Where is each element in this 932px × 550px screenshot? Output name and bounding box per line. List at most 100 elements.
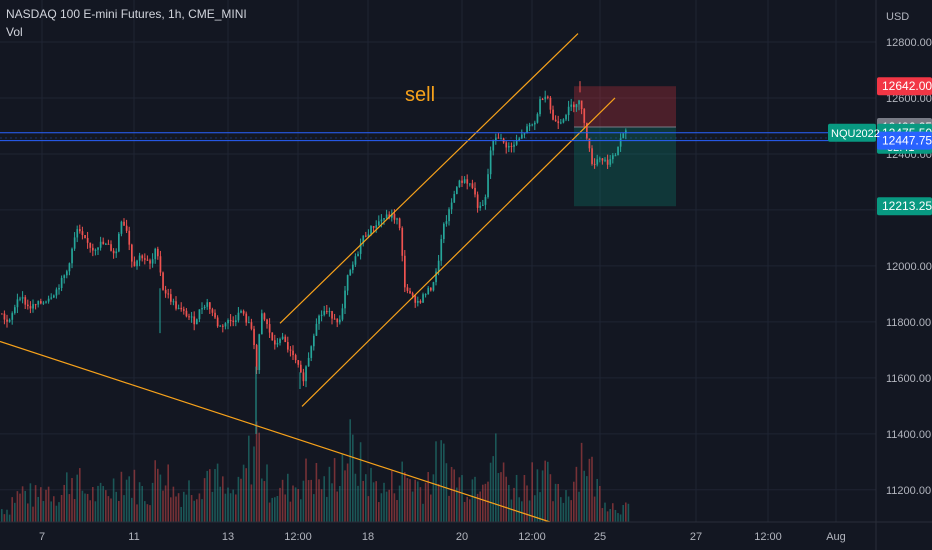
trend-drawings[interactable] (0, 33, 616, 523)
volume-bar (71, 478, 73, 522)
candle-down (474, 187, 476, 195)
volume-bar (146, 504, 149, 522)
candle-down (255, 345, 258, 371)
candle-down (214, 312, 216, 318)
volume-bar (471, 479, 474, 522)
volume-bar (458, 477, 461, 522)
price-scale[interactable]: 11200.00 11400.00 11600.00 11800.00 12000.00… (828, 0, 932, 550)
volume-bar (27, 503, 29, 522)
volume-bar (362, 480, 364, 522)
volume-bar (606, 511, 609, 522)
volume-bar (222, 476, 224, 522)
candle-down (557, 121, 560, 124)
candle-up (463, 179, 466, 183)
volume-bar (396, 500, 398, 522)
volume-bar (534, 495, 536, 522)
symbol-badge-label: NQU2022 (831, 128, 880, 140)
volume-bar (276, 495, 279, 522)
candle-up (323, 311, 326, 315)
candle-down (6, 319, 8, 322)
volume-bar (32, 506, 34, 522)
candle-up (71, 248, 73, 264)
candle-up (19, 298, 21, 300)
candle-up (445, 221, 448, 224)
volume-bar (609, 508, 611, 522)
volume-bar (99, 482, 102, 522)
volume-bar (580, 442, 583, 522)
volume-bar (567, 496, 570, 522)
volume-bar (617, 513, 619, 522)
time-tick-label: 12:00 (518, 531, 546, 543)
candle-down (3, 313, 6, 320)
candle-up (120, 221, 123, 234)
candle-down (222, 325, 224, 327)
time-tick-label: 13 (222, 531, 234, 543)
volume-bar (214, 469, 216, 522)
price-badge[interactable] (877, 77, 932, 96)
candle-up (14, 307, 16, 314)
candle-down (266, 319, 268, 325)
volume-bar (352, 434, 354, 522)
volume-bar (305, 458, 307, 522)
candle-down (263, 313, 266, 320)
volume-bar (372, 482, 375, 522)
candle-up (534, 122, 536, 125)
volume-bar (229, 493, 232, 522)
volume-bar (209, 469, 211, 522)
volume-bar (560, 497, 562, 522)
sell-annotation[interactable]: sell (405, 84, 435, 106)
volume-bar (198, 493, 201, 522)
symbol-title[interactable]: NASDAQ 100 E-mini Futures, 1h, CME_MINI (6, 7, 247, 21)
volume-bar (167, 464, 169, 522)
volume-bar (89, 500, 91, 522)
candle-down (414, 295, 417, 303)
price-badge[interactable] (877, 197, 932, 216)
candle-up (318, 315, 320, 324)
time-scale[interactable]: 7 11 13 12:00 18 20 12:00 25 27 12:00 Aug (0, 521, 932, 543)
volume-bar (404, 472, 406, 522)
horizontal-lines[interactable] (0, 132, 876, 142)
long-support[interactable] (0, 340, 551, 523)
candle-down (141, 255, 144, 259)
time-tick-label: 18 (362, 531, 374, 543)
candle-down (404, 255, 406, 288)
candle-up (575, 104, 578, 108)
candle-up (567, 106, 570, 116)
volume-bar (333, 458, 336, 522)
volume-bar (401, 461, 403, 522)
candle-up (235, 320, 237, 322)
channel-upper[interactable] (279, 33, 579, 324)
price-tick-label: 11800.00 (886, 317, 931, 329)
volume-bar (76, 474, 78, 522)
candle-down (398, 218, 401, 228)
candle-down (476, 194, 479, 208)
volume-bar (266, 464, 268, 522)
volume-legend[interactable]: Vol (6, 25, 23, 39)
volume-bar (388, 489, 390, 522)
volume-bar (437, 483, 440, 522)
stop-loss-zone[interactable] (574, 86, 676, 128)
volume-bar (385, 491, 388, 522)
candle-up (544, 96, 547, 100)
price-badge[interactable] (877, 131, 932, 150)
channel-lower[interactable] (301, 97, 616, 407)
candle-up (422, 294, 424, 303)
volume-bar (211, 491, 214, 522)
volume-bar (58, 502, 60, 522)
candle-up (354, 256, 357, 265)
volume-bar (255, 421, 258, 522)
volume-bar (24, 490, 26, 522)
candle-up (240, 310, 242, 313)
candle-up (281, 336, 284, 340)
volume-bar (164, 485, 167, 522)
candle-down (216, 317, 219, 327)
volume-bar (279, 487, 281, 522)
candle-up (37, 301, 40, 305)
symbol-badge[interactable] (828, 123, 876, 142)
volume-bar (63, 484, 65, 522)
volume-bar (250, 484, 253, 522)
volume-bar (315, 462, 318, 522)
candle-up (614, 155, 617, 157)
candle-up (526, 126, 528, 134)
